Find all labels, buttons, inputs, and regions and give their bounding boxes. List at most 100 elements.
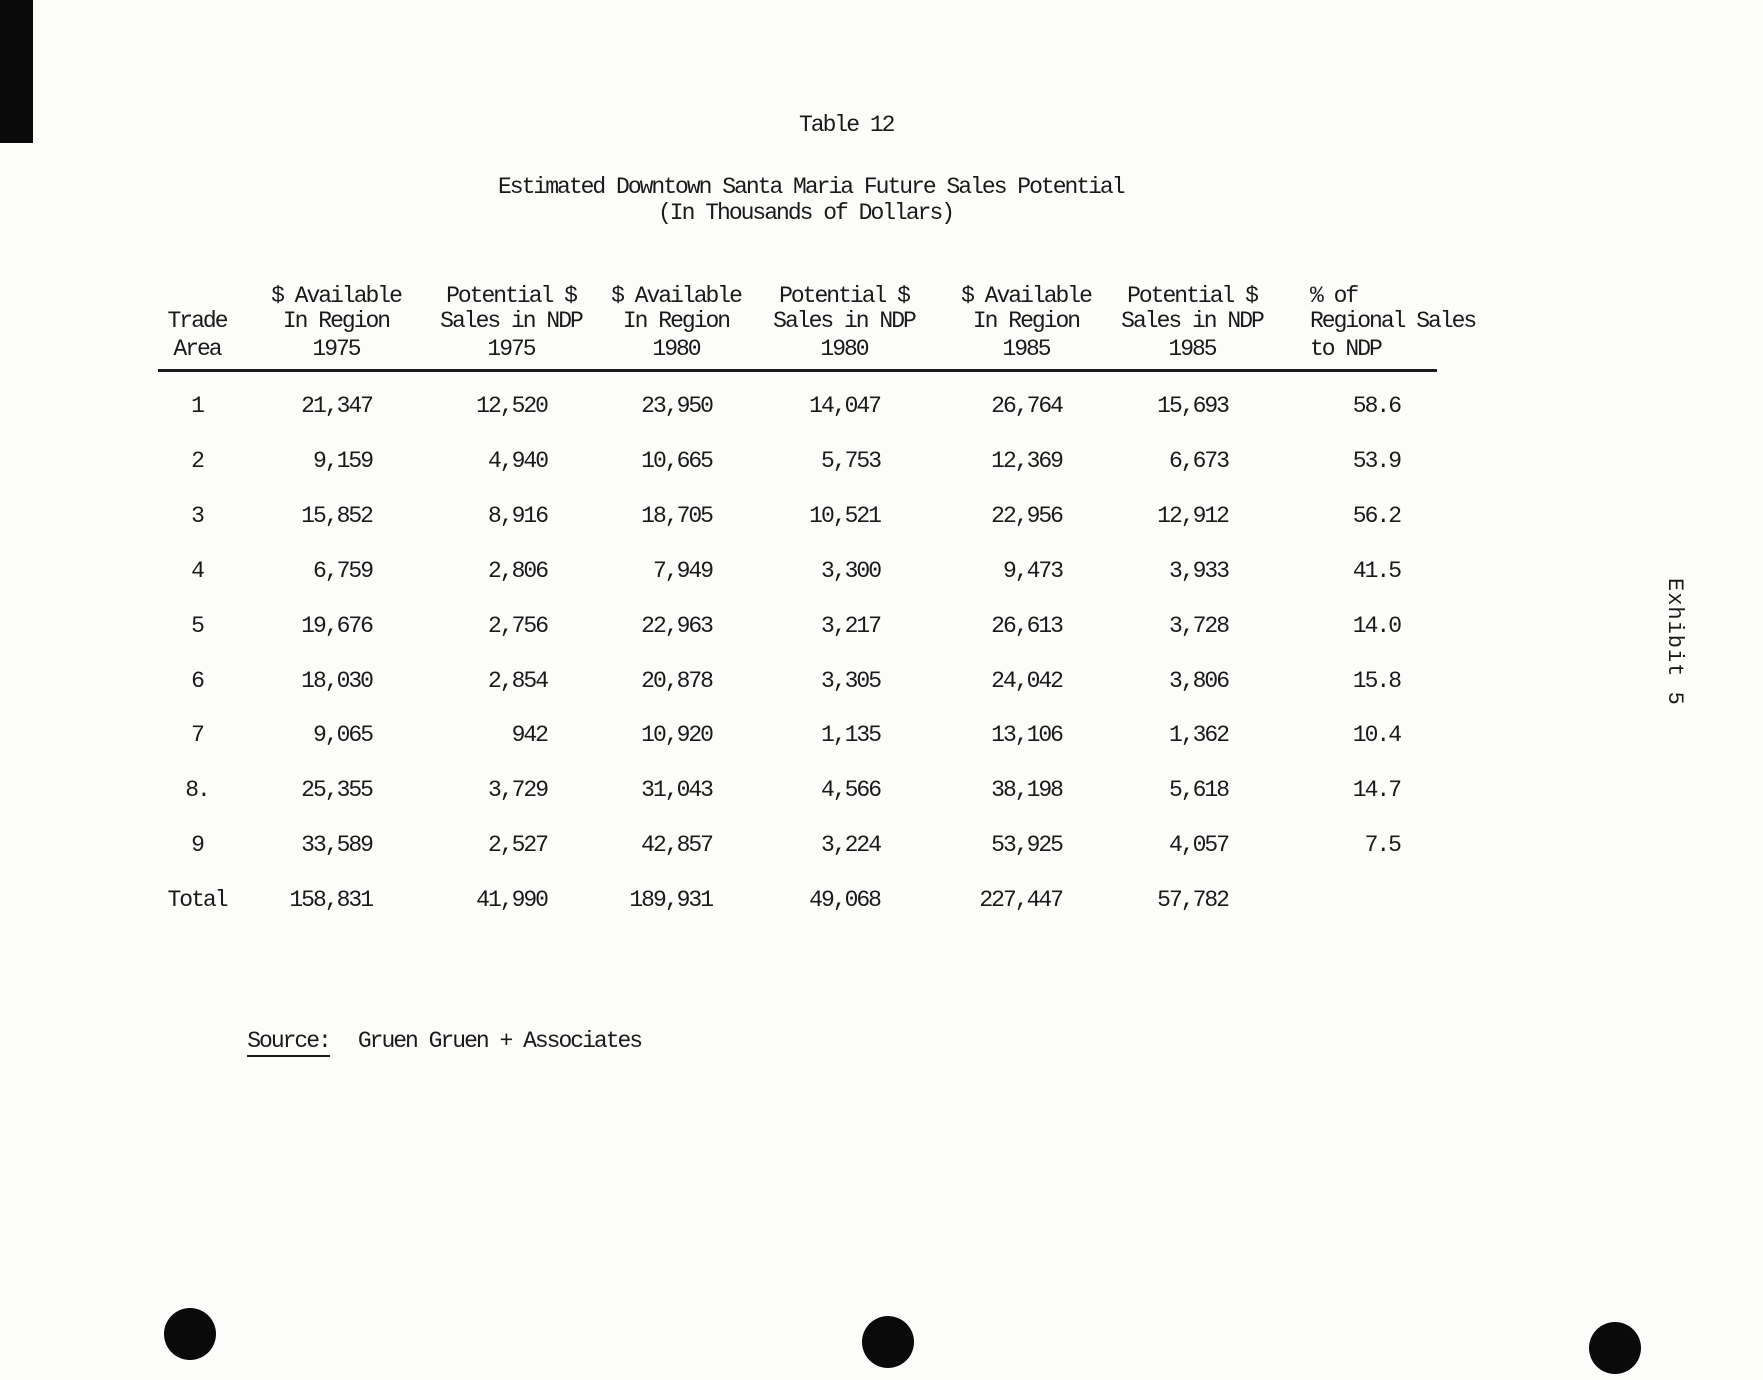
table-cell: 14,047 bbox=[809, 393, 882, 419]
header-cell: Sales in NDP bbox=[1121, 308, 1265, 334]
table-cell: 3,224 bbox=[820, 832, 882, 859]
header-cell: 1975 bbox=[487, 336, 536, 362]
table-cell: 26,764 bbox=[991, 393, 1064, 419]
table-cell: 5,753 bbox=[820, 447, 882, 474]
table-cell: 22,956 bbox=[991, 502, 1064, 529]
row-label: 5 bbox=[191, 612, 205, 639]
table-cell: 3,728 bbox=[1168, 612, 1230, 639]
table-cell: 10,920 bbox=[641, 722, 714, 749]
table-cell: 3,729 bbox=[487, 777, 549, 804]
table-label: Table 12 bbox=[799, 112, 895, 138]
table-cell: 19,676 bbox=[301, 612, 374, 639]
table-cell: 9,473 bbox=[1002, 557, 1064, 584]
table-cell: 22,963 bbox=[641, 612, 714, 639]
table-cell: 1,362 bbox=[1168, 722, 1230, 749]
table-cell: 15,852 bbox=[301, 502, 374, 529]
row-label: 1 bbox=[191, 393, 205, 419]
table-cell: 5,618 bbox=[1168, 777, 1230, 804]
table-cell: 6,759 bbox=[312, 557, 374, 584]
row-label: 2 bbox=[191, 447, 205, 474]
header-cell: Area bbox=[173, 336, 222, 362]
table-row: 8. 25,355 3,729 31,043 4,566 38,198 5,618 14.7 bbox=[0, 775, 1763, 805]
page-title: Estimated Downtown Santa Maria Future Sa… bbox=[498, 174, 1126, 200]
header-cell: In Region bbox=[972, 308, 1081, 334]
table-cell: 38,198 bbox=[991, 777, 1064, 804]
header-cell: Potential $ bbox=[1127, 283, 1259, 309]
table-row: Total 158,831 41,990 189,931 49,068 227,447 57… bbox=[0, 885, 1763, 915]
table-cell: 9,065 bbox=[312, 722, 374, 749]
source-line: Source: Gruen Gruen + Associates bbox=[200, 996, 643, 1086]
table-cell: 24,042 bbox=[991, 667, 1064, 694]
table-cell: 227,447 bbox=[979, 887, 1064, 914]
table-row: 2 9,159 4,940 10,665 5,753 12,369 6,673 53.9 bbox=[0, 446, 1763, 476]
table-cell: 189,931 bbox=[629, 887, 714, 914]
row-label: 7 bbox=[191, 722, 205, 749]
table-cell: 4,057 bbox=[1168, 832, 1230, 859]
table-cell: 56.2 bbox=[1352, 502, 1402, 529]
header-cell: 1980 bbox=[820, 336, 869, 362]
table-cell: 10.4 bbox=[1352, 722, 1402, 749]
punch-hole-mark bbox=[164, 1308, 216, 1360]
table-header-rule bbox=[158, 369, 1437, 372]
table-cell: 15,693 bbox=[1157, 393, 1230, 419]
table-cell: 3,933 bbox=[1168, 557, 1230, 584]
table-cell: 2,527 bbox=[487, 832, 549, 859]
header-cell: % of bbox=[1310, 283, 1359, 309]
row-label: 3 bbox=[191, 502, 205, 529]
table-cell: 23,950 bbox=[641, 393, 714, 419]
table-cell: 1,135 bbox=[820, 722, 882, 749]
header-cell: $ Available bbox=[611, 283, 743, 309]
table-cell: 49,068 bbox=[809, 887, 882, 914]
table-row: 9 33,589 2,527 42,857 3,224 53,925 4,057 7.5 bbox=[0, 830, 1763, 860]
table-cell: 33,589 bbox=[301, 832, 374, 859]
table-cell: 3,217 bbox=[820, 612, 882, 639]
table-cell: 58.6 bbox=[1352, 393, 1402, 419]
header-cell: $ Available bbox=[271, 283, 403, 309]
table-row: 7 9,065 942 10,920 1,135 13,106 1,362 10.4 bbox=[0, 720, 1763, 750]
table-cell: 7.5 bbox=[1364, 832, 1402, 859]
header-cell: Sales in NDP bbox=[440, 308, 584, 334]
row-label: 4 bbox=[191, 557, 205, 584]
table-cell: 41.5 bbox=[1352, 557, 1402, 584]
table-cell: 10,521 bbox=[809, 502, 882, 529]
table-cell: 14.0 bbox=[1352, 612, 1402, 639]
table-row: 6 18,030 2,854 20,878 3,305 24,042 3,806 15.8 bbox=[0, 666, 1763, 696]
punch-hole-mark bbox=[1589, 1322, 1641, 1374]
header-cell: 1975 bbox=[312, 336, 361, 362]
table-cell: 12,369 bbox=[991, 447, 1064, 474]
header-cell: In Region bbox=[622, 308, 731, 334]
header-cell: 1985 bbox=[1168, 336, 1217, 362]
table-cell: 31,043 bbox=[641, 777, 714, 804]
table-row: 5 19,676 2,756 22,963 3,217 26,613 3,728 14.0 bbox=[0, 611, 1763, 641]
table-cell: 15.8 bbox=[1352, 667, 1402, 694]
source-label: Source: bbox=[247, 1028, 332, 1057]
table-cell: 42,857 bbox=[641, 832, 714, 859]
table-cell: 3,305 bbox=[820, 667, 882, 694]
table-cell: 12,912 bbox=[1157, 502, 1230, 529]
header-cell: Trade bbox=[167, 308, 228, 334]
header-cell: Regional Sales bbox=[1310, 308, 1477, 334]
table-cell: 18,705 bbox=[641, 502, 714, 529]
table-cell: 26,613 bbox=[991, 612, 1064, 639]
table-cell: 10,665 bbox=[641, 447, 714, 474]
table-cell: 3,300 bbox=[820, 557, 882, 584]
header-cell: to NDP bbox=[1310, 336, 1383, 362]
table-cell: 7,949 bbox=[652, 557, 714, 584]
header-cell: $ Available bbox=[961, 283, 1093, 309]
header-cell: In Region bbox=[282, 308, 391, 334]
table-cell: 158,831 bbox=[289, 887, 374, 914]
table-cell: 8,916 bbox=[487, 502, 549, 529]
table-cell: 3,806 bbox=[1168, 667, 1230, 694]
table-cell: 12,520 bbox=[476, 393, 549, 419]
table-cell: 942 bbox=[511, 722, 549, 749]
header-cell: Potential $ bbox=[779, 283, 911, 309]
header-cell: 1980 bbox=[652, 336, 701, 362]
row-label: 8. bbox=[185, 777, 211, 804]
table-cell: 2,756 bbox=[487, 612, 549, 639]
table-cell: 20,878 bbox=[641, 667, 714, 694]
table-cell: 14.7 bbox=[1352, 777, 1402, 804]
header-cell: Sales in NDP bbox=[773, 308, 917, 334]
table-cell: 53,925 bbox=[991, 832, 1064, 859]
table-row: 4 6,759 2,806 7,949 3,300 9,473 3,933 41.5 bbox=[0, 556, 1763, 586]
